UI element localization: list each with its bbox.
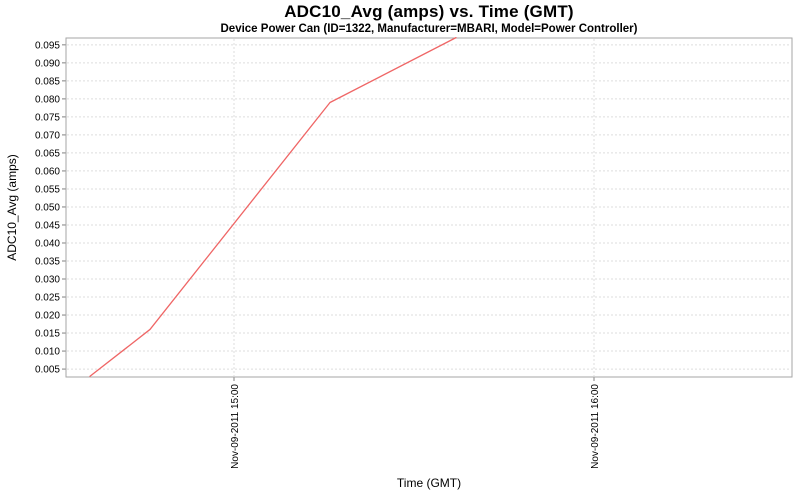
y-tick-label: 0.080 [35, 94, 60, 105]
y-tick-label: 0.090 [35, 58, 60, 69]
y-tick-label: 0.060 [35, 166, 60, 177]
series-line [89, 36, 457, 377]
plot-border [65, 37, 793, 378]
y-tick-label: 0.035 [35, 256, 60, 267]
y-tick-label: 0.010 [35, 347, 60, 358]
y-tick-label: 0.020 [35, 311, 60, 322]
y-tick-label: 0.050 [35, 202, 60, 213]
y-tick-label: 0.045 [35, 220, 60, 231]
y-tick-label: 0.055 [35, 184, 60, 195]
y-tick-label: 0.070 [35, 130, 60, 141]
y-tick-label: 0.025 [35, 293, 60, 304]
x-tick-label: Nov-09-2011 15:00 [230, 384, 241, 469]
x-axis-label: Time (GMT) [396, 476, 462, 490]
y-tick-label: 0.075 [35, 112, 60, 123]
x-tick-label: Nov-09-2011 16:00 [590, 384, 601, 469]
y-tick-label: 0.030 [35, 275, 60, 286]
y-tick-label: 0.065 [35, 148, 60, 159]
y-tick-label: 0.005 [35, 365, 60, 376]
y-tick-label: 0.040 [35, 238, 60, 249]
chart-subtitle: Device Power Can (ID=1322, Manufacturer=… [220, 23, 638, 35]
chart-title: ADC10_Avg (amps) vs. Time (GMT) [284, 2, 574, 21]
y-axis-label: ADC10_Avg (amps) [5, 154, 19, 261]
y-tick-label: 0.015 [35, 329, 60, 340]
y-tick-label: 0.085 [35, 76, 60, 87]
y-tick-label: 0.095 [35, 40, 60, 51]
